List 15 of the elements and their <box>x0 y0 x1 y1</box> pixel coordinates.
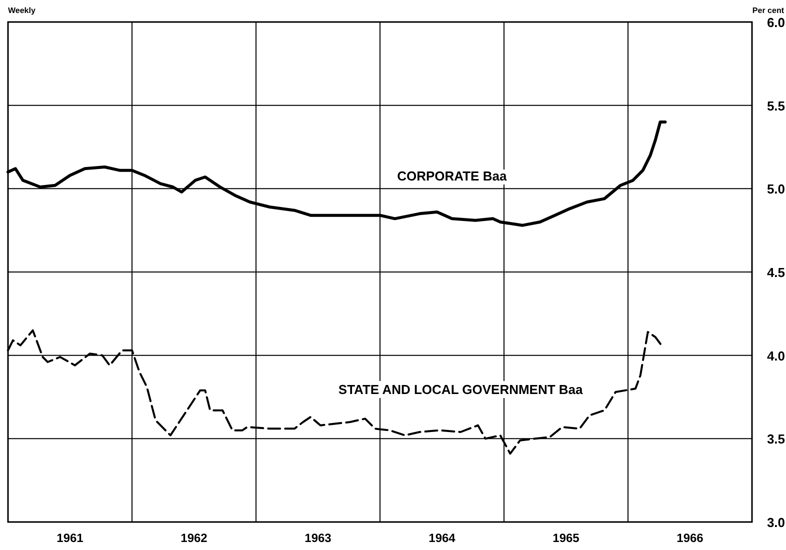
y-tick-label: 3.0 <box>766 515 786 530</box>
x-tick-label: 1962 <box>180 531 208 545</box>
x-tick-label: 1963 <box>304 531 332 545</box>
x-tick-label: 1965 <box>552 531 580 545</box>
y-tick-label: 6.0 <box>766 15 786 30</box>
y-tick-label: 4.5 <box>766 265 786 280</box>
x-tick-label: 1966 <box>676 531 704 545</box>
x-tick-label: 1964 <box>428 531 456 545</box>
y-tick-label: 3.5 <box>766 432 786 447</box>
x-tick-label: 1961 <box>56 531 84 545</box>
y-tick-label: 5.0 <box>766 182 786 197</box>
y-axis-title: Per cent <box>752 6 784 15</box>
y-tick-label: 4.0 <box>766 348 786 364</box>
text: Weekly <box>8 6 36 15</box>
y-tick-label: 5.5 <box>766 98 786 114</box>
